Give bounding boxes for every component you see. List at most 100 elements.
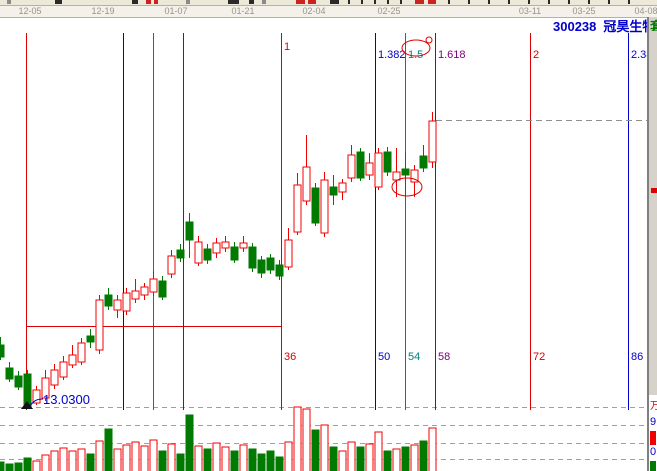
circle-annotation[interactable] [425, 36, 433, 44]
timeline-ratio-label: 2 [533, 49, 539, 61]
candle-body [5, 367, 14, 380]
volume-bar [86, 453, 95, 471]
volume-bar [275, 456, 284, 471]
toolbar-fragment [528, 0, 530, 4]
stock-title: 300238 冠昊生物 [553, 16, 655, 35]
candle-body [383, 151, 392, 173]
volume-bar [320, 424, 329, 471]
timeline-count-label: 36 [284, 351, 296, 363]
volume-bar [122, 444, 131, 471]
volume-bar [0, 461, 5, 471]
volume-bar [95, 440, 104, 471]
candle-body [194, 241, 203, 264]
toolbar-fragment [308, 0, 316, 4]
volume-bar [230, 450, 239, 471]
toolbar-fragment [132, 0, 138, 4]
timeline-count-label: 86 [631, 351, 643, 363]
timeline-count-label: 54 [408, 351, 420, 363]
volume-bar [167, 443, 176, 471]
price-marker-tick [651, 188, 657, 193]
volume-bar [410, 444, 419, 471]
volume-bar [59, 447, 68, 471]
candle-body [41, 377, 50, 399]
low-label-pointer [29, 398, 44, 407]
toolbar-fragment [348, 0, 350, 4]
ellipse-annotation-candles[interactable] [391, 177, 423, 197]
volume-bar [185, 414, 194, 471]
timeline-ratio-label: 1.382 [378, 49, 406, 61]
clipped-panel-char: 套 [650, 19, 657, 31]
volume-bar [248, 448, 257, 471]
volume-bar [50, 450, 59, 471]
candle-body [248, 246, 257, 269]
volume-bar [419, 440, 428, 471]
volume-unit-label: 万 [650, 401, 657, 412]
candle-body [95, 299, 104, 351]
candle-body [392, 171, 401, 181]
candle-body [104, 294, 113, 307]
toolbar-fragment [588, 0, 590, 4]
toolbar-fragment [415, 0, 424, 4]
date-label: 04-08 [634, 6, 657, 16]
candle-body [428, 120, 437, 163]
low-point-triangle-marker[interactable] [21, 401, 33, 409]
candle-body [266, 257, 275, 271]
date-label: 03-25 [572, 6, 596, 16]
volume-bar [257, 453, 266, 471]
candle-body [149, 278, 158, 293]
candle-body [320, 179, 329, 234]
toolbar-fragment [55, 0, 62, 4]
candle-body [338, 182, 347, 193]
toolbar-fragment [448, 0, 450, 4]
volume-bar [284, 441, 293, 471]
volume-bar [212, 442, 221, 471]
date-label: 03-11 [518, 6, 542, 16]
candle-body [212, 242, 221, 254]
volume-bar [302, 408, 311, 471]
candle-body [302, 166, 311, 202]
candle-body [122, 292, 131, 312]
candle-body [239, 242, 248, 249]
candle-body [77, 342, 86, 363]
timeline-count-label: 58 [438, 351, 450, 363]
timeline-ratio-label: 1.5 [408, 49, 423, 61]
candle-body [374, 152, 383, 188]
volume-bar [338, 450, 347, 471]
toolbar-fragment [7, 0, 11, 4]
stock-name: 冠昊生物 [603, 19, 656, 34]
volume-bar [5, 463, 14, 471]
candle-body [14, 375, 23, 388]
volume-bar [392, 448, 401, 471]
date-label: 12-05 [18, 6, 42, 16]
volume-bar [104, 428, 113, 471]
toolbar-fragment [608, 0, 610, 4]
ellipse-annotation-label[interactable] [401, 39, 431, 57]
candle-body [50, 369, 59, 386]
toolbar-fragment [262, 0, 266, 4]
volume-bar [158, 450, 167, 471]
volume-bar [176, 453, 185, 471]
volume-bar [68, 450, 77, 471]
date-label: 02-25 [377, 6, 401, 16]
volume-bar [311, 429, 320, 471]
volume-bar [41, 454, 50, 471]
candle-body [275, 264, 284, 277]
volume-scale-top: 9 [650, 416, 657, 428]
toolbar-fragment [330, 0, 339, 4]
toolbar-fragment [387, 0, 389, 4]
volume-bar [14, 462, 23, 471]
volume-bar [221, 446, 230, 471]
panel-divider [647, 17, 649, 471]
low-price-label[interactable]: 13.0300 [43, 392, 90, 407]
date-label: 12-19 [91, 6, 115, 16]
toolbar-fragment [228, 0, 239, 4]
volume-bar [401, 446, 410, 471]
volume-bar [365, 443, 374, 471]
toolbar-fragment [361, 0, 363, 4]
timeline-count-label: 50 [378, 351, 390, 363]
down-color-block [650, 461, 656, 471]
candle-body [113, 299, 122, 311]
candle-body [203, 248, 212, 261]
candle-body [176, 249, 185, 259]
